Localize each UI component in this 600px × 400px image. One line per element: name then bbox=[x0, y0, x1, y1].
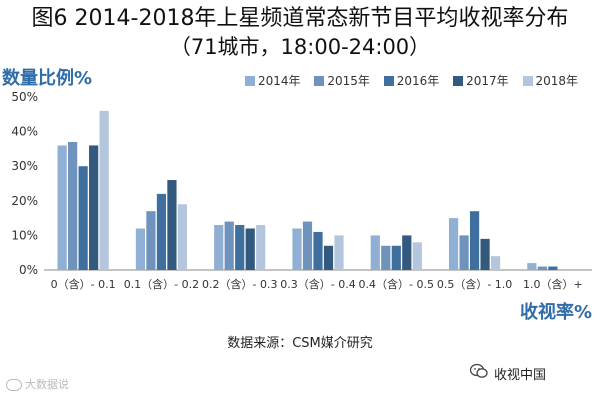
bar bbox=[459, 235, 469, 270]
legend: 2014年 2015年 2016年 2017年 2018年 bbox=[245, 72, 588, 89]
chart-title: 图6 2014-2018年上星频道常态新节目平均收视率分布 bbox=[31, 6, 569, 31]
x-tick-label: 0.4（含）- 0.5 bbox=[359, 277, 434, 291]
watermark-left: 大数据说 bbox=[6, 376, 69, 392]
bar bbox=[313, 231, 323, 270]
bar bbox=[292, 228, 302, 270]
y-tick-label: 0% bbox=[19, 263, 38, 277]
x-tick-label: 0.3（含）- 0.4 bbox=[280, 277, 355, 291]
legend-label: 2015年 bbox=[327, 74, 370, 88]
y-tick-label: 40% bbox=[11, 125, 38, 139]
bar bbox=[323, 245, 334, 270]
legend-item-2018: 2018年 bbox=[522, 72, 579, 89]
x-tick-label: 0.1（含）- 0.2 bbox=[124, 277, 199, 291]
bar bbox=[334, 235, 344, 270]
bar bbox=[57, 145, 67, 270]
bar bbox=[224, 221, 234, 270]
chart-subtitle: （71城市，18:00-24:00） bbox=[169, 35, 431, 59]
bar bbox=[537, 266, 547, 270]
legend-swatch bbox=[522, 76, 533, 86]
bar bbox=[381, 245, 391, 270]
bar bbox=[146, 211, 156, 270]
bar bbox=[256, 225, 266, 270]
legend-label: 2014年 bbox=[258, 74, 301, 88]
x-tick-label: 0.2（含）- 0.3 bbox=[202, 277, 277, 291]
y-axis-label: 数量比例% bbox=[2, 68, 93, 89]
bar bbox=[68, 141, 78, 270]
bar bbox=[527, 263, 537, 270]
bar bbox=[302, 221, 313, 270]
y-tick-label: 50% bbox=[11, 90, 38, 104]
watermark-logo-icon bbox=[6, 379, 22, 391]
bar bbox=[177, 204, 188, 270]
bar bbox=[235, 225, 245, 270]
legend-item-2015: 2015年 bbox=[314, 72, 370, 89]
legend-label: 2017年 bbox=[466, 74, 509, 88]
legend-item-2016: 2016年 bbox=[383, 72, 440, 89]
bar bbox=[370, 235, 380, 270]
bar bbox=[135, 228, 146, 270]
legend-swatch bbox=[314, 76, 325, 86]
bar bbox=[89, 145, 99, 270]
wechat-icon bbox=[470, 363, 488, 378]
bar bbox=[402, 235, 412, 270]
bar bbox=[99, 110, 109, 270]
data-source-note: 数据来源：CSM媒介研究 bbox=[227, 336, 373, 351]
bar bbox=[469, 211, 480, 270]
bar bbox=[448, 218, 459, 270]
bar bbox=[412, 242, 422, 270]
legend-item-2017: 2017年 bbox=[453, 72, 509, 89]
bar bbox=[490, 256, 501, 270]
x-tick-label: 0（含）- 0.1 bbox=[51, 277, 116, 291]
x-axis-label: 收视率% bbox=[519, 302, 592, 323]
bar bbox=[480, 238, 490, 270]
legend-swatch bbox=[383, 76, 394, 86]
y-tick-label: 20% bbox=[11, 194, 38, 208]
y-tick-label: 10% bbox=[11, 228, 38, 242]
bar bbox=[214, 225, 224, 270]
x-tick-label: 1.0（含）+ bbox=[523, 277, 583, 291]
bar bbox=[167, 180, 177, 270]
x-tick-label: 0.5（含）- 1.0 bbox=[437, 277, 512, 291]
watermark-left-text: 大数据说 bbox=[25, 378, 69, 391]
bar bbox=[548, 266, 558, 270]
y-tick-label: 30% bbox=[11, 159, 38, 173]
bar bbox=[245, 228, 255, 270]
legend-label: 2018年 bbox=[535, 74, 579, 88]
legend-swatch bbox=[245, 76, 255, 86]
bar bbox=[391, 245, 401, 270]
watermark-right: 收视中国 bbox=[494, 368, 547, 383]
legend-label: 2016年 bbox=[396, 74, 440, 88]
bar bbox=[156, 193, 167, 270]
legend-swatch bbox=[453, 76, 464, 86]
bar bbox=[78, 166, 88, 270]
legend-item-2014: 2014年 bbox=[245, 72, 301, 89]
